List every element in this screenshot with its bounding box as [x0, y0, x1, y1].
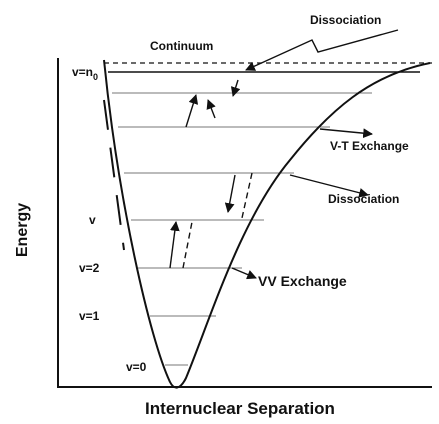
- label: Continuum: [150, 39, 213, 53]
- label: VV Exchange: [258, 273, 347, 289]
- transition-arrows: [169, 29, 399, 280]
- y-axis-label: Energy: [14, 203, 31, 257]
- potential-curve: [103, 59, 431, 389]
- level-label: v=0: [126, 360, 147, 374]
- level-label: v: [89, 213, 96, 227]
- level-label: v=n0: [72, 65, 98, 82]
- label: V-T Exchange: [330, 139, 409, 153]
- vibrational-levels: [108, 71, 420, 366]
- dashed-marker: [103, 99, 125, 251]
- level-label: v=1: [79, 309, 100, 323]
- label: Dissociation: [310, 13, 381, 27]
- label: Dissociation: [328, 192, 399, 206]
- level-base: v=n: [72, 65, 93, 79]
- x-axis-label: Internuclear Separation: [145, 399, 335, 418]
- level-sub: 0: [93, 72, 98, 82]
- level-label: v=2: [79, 261, 100, 275]
